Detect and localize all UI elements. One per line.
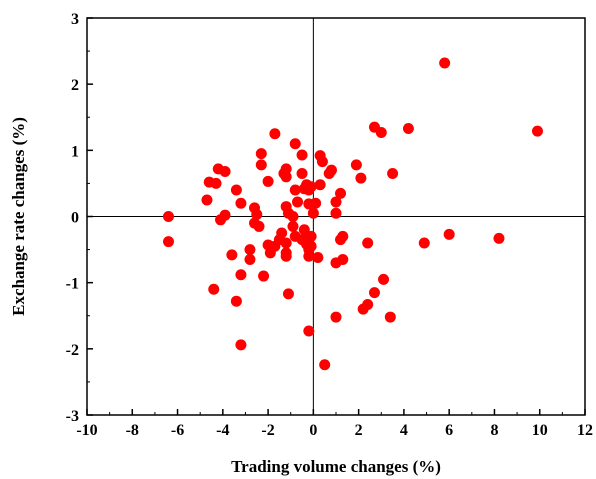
data-point xyxy=(162,236,174,248)
data-point xyxy=(378,273,390,285)
data-point xyxy=(244,254,256,266)
data-point xyxy=(287,211,299,222)
data-point xyxy=(230,184,242,196)
y-axis-title: Exchange rate changes (%) xyxy=(9,117,28,316)
x-tick-label: 6 xyxy=(445,422,453,439)
y-tick-label: 1 xyxy=(71,143,79,160)
data-point xyxy=(355,172,367,184)
y-tick-label: -2 xyxy=(66,342,79,359)
data-point xyxy=(219,166,231,178)
data-point xyxy=(201,194,213,206)
data-point xyxy=(531,125,543,137)
data-point xyxy=(307,207,319,219)
data-point xyxy=(337,230,349,242)
data-point xyxy=(282,288,294,300)
data-point xyxy=(402,122,414,134)
data-point xyxy=(230,295,242,307)
data-point xyxy=(301,230,313,242)
x-tick-label: 8 xyxy=(490,422,498,439)
data-point xyxy=(418,237,430,249)
data-point xyxy=(280,237,292,249)
data-point xyxy=(368,287,380,299)
data-point xyxy=(289,184,301,196)
data-point xyxy=(264,247,276,259)
x-tick-label: 4 xyxy=(400,422,408,439)
data-point xyxy=(314,179,326,191)
data-point xyxy=(255,148,267,160)
data-point xyxy=(235,197,247,209)
x-tick-label: 12 xyxy=(577,422,593,439)
x-tick-label: 10 xyxy=(532,422,548,439)
data-point xyxy=(296,149,308,161)
data-point xyxy=(303,250,315,262)
data-point xyxy=(439,57,451,69)
data-point xyxy=(289,138,301,150)
data-point xyxy=(493,232,505,244)
data-point xyxy=(226,249,238,261)
x-tick-label: -6 xyxy=(171,422,184,439)
y-tick-label: 3 xyxy=(71,11,79,28)
data-point xyxy=(319,359,331,371)
data-point xyxy=(262,175,274,187)
data-point xyxy=(330,311,342,323)
data-point xyxy=(301,238,313,250)
y-tick-label: -1 xyxy=(66,276,79,293)
data-point xyxy=(162,211,174,222)
x-tick-label: 2 xyxy=(355,422,363,439)
data-point xyxy=(316,156,328,168)
x-tick-label: -4 xyxy=(216,422,229,439)
y-tick-label: -3 xyxy=(66,408,79,425)
data-point xyxy=(330,196,342,208)
data-point xyxy=(255,159,267,171)
data-point xyxy=(292,196,304,208)
data-point xyxy=(303,198,315,210)
y-tick-label: 0 xyxy=(71,210,79,227)
data-point xyxy=(323,167,335,179)
x-tick-label: -2 xyxy=(261,422,274,439)
data-point xyxy=(210,177,222,189)
data-point xyxy=(384,311,396,323)
data-point xyxy=(443,228,455,240)
data-point xyxy=(362,237,374,249)
data-point xyxy=(296,167,308,179)
data-point xyxy=(253,220,265,232)
data-point xyxy=(235,269,247,281)
data-point xyxy=(280,171,292,183)
data-point xyxy=(244,244,256,256)
data-point xyxy=(350,159,362,171)
data-point xyxy=(258,270,270,282)
x-tick-label: 0 xyxy=(309,422,317,439)
y-tick-label: 2 xyxy=(71,77,79,94)
data-point xyxy=(357,303,369,315)
data-point xyxy=(251,209,263,221)
data-point xyxy=(280,250,292,262)
data-point xyxy=(330,257,342,269)
data-point xyxy=(330,207,342,219)
data-point xyxy=(269,128,281,140)
data-point xyxy=(298,183,310,195)
data-point xyxy=(303,325,315,337)
data-point xyxy=(215,214,227,226)
data-point xyxy=(235,339,247,351)
data-point xyxy=(375,126,387,138)
x-axis-title: Trading volume changes (%) xyxy=(231,457,441,476)
data-point xyxy=(312,252,324,264)
data-point xyxy=(335,187,347,199)
x-tick-label: -8 xyxy=(126,422,139,439)
x-tick-label: -10 xyxy=(76,422,97,439)
data-point xyxy=(387,167,399,179)
data-point xyxy=(287,220,299,232)
data-point xyxy=(208,283,220,295)
